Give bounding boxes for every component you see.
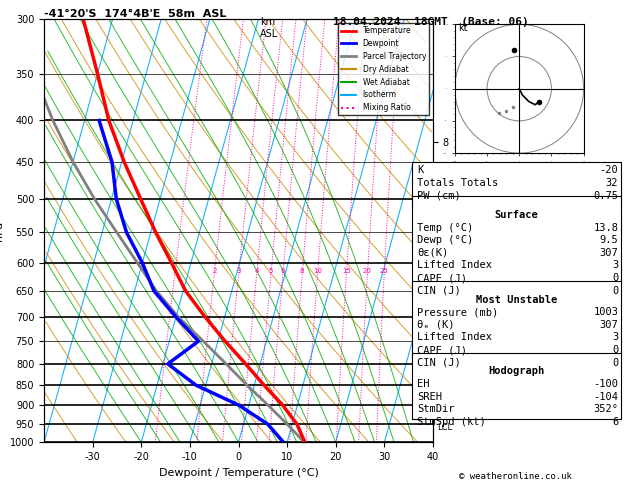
Text: θₑ (K): θₑ (K) — [417, 320, 455, 330]
Y-axis label: hPa: hPa — [0, 221, 4, 241]
Text: 3: 3 — [612, 260, 618, 271]
Text: 20: 20 — [363, 268, 372, 275]
Text: 307: 307 — [599, 320, 618, 330]
Text: Pressure (mb): Pressure (mb) — [417, 307, 498, 317]
Text: 0: 0 — [612, 286, 618, 296]
Text: 10: 10 — [313, 268, 322, 275]
Text: 13.8: 13.8 — [593, 223, 618, 233]
Text: 25: 25 — [380, 268, 389, 275]
Text: 1003: 1003 — [593, 307, 618, 317]
Text: StmDir: StmDir — [417, 404, 455, 415]
Text: K: K — [417, 165, 423, 175]
Text: CIN (J): CIN (J) — [417, 358, 461, 368]
Text: 2: 2 — [212, 268, 216, 275]
Text: km
ASL: km ASL — [260, 17, 279, 38]
Text: 9.5: 9.5 — [599, 235, 618, 245]
Text: Temp (°C): Temp (°C) — [417, 223, 473, 233]
Text: CAPE (J): CAPE (J) — [417, 273, 467, 283]
Text: Lifted Index: Lifted Index — [417, 332, 492, 343]
Text: 0: 0 — [612, 358, 618, 368]
Text: θε(K): θε(K) — [417, 248, 448, 258]
Text: CIN (J): CIN (J) — [417, 286, 461, 296]
Text: 6: 6 — [281, 268, 285, 275]
Text: 6: 6 — [612, 417, 618, 427]
X-axis label: Dewpoint / Temperature (°C): Dewpoint / Temperature (°C) — [159, 468, 318, 478]
Text: Totals Totals: Totals Totals — [417, 178, 498, 188]
Text: 0.75: 0.75 — [593, 191, 618, 201]
Text: 0: 0 — [612, 273, 618, 283]
Text: -100: -100 — [593, 379, 618, 389]
Text: EH: EH — [417, 379, 430, 389]
Text: 3: 3 — [237, 268, 241, 275]
Text: 18.04.2024  18GMT  (Base: 06): 18.04.2024 18GMT (Base: 06) — [333, 17, 529, 27]
Text: 1: 1 — [172, 268, 177, 275]
Text: Surface: Surface — [495, 210, 538, 220]
Text: 4: 4 — [255, 268, 259, 275]
Text: SREH: SREH — [417, 392, 442, 402]
Text: Most Unstable: Most Unstable — [476, 295, 557, 305]
Text: Hodograph: Hodograph — [489, 366, 545, 377]
Text: 3: 3 — [612, 332, 618, 343]
Legend: Temperature, Dewpoint, Parcel Trajectory, Dry Adiabat, Wet Adiabat, Isotherm, Mi: Temperature, Dewpoint, Parcel Trajectory… — [338, 23, 429, 115]
Text: 5: 5 — [269, 268, 273, 275]
Text: 352°: 352° — [593, 404, 618, 415]
Text: 8: 8 — [300, 268, 304, 275]
Text: StmSpd (kt): StmSpd (kt) — [417, 417, 486, 427]
Text: Lifted Index: Lifted Index — [417, 260, 492, 271]
Text: -20: -20 — [599, 165, 618, 175]
Text: -41°20'S  174°4B'E  58m  ASL: -41°20'S 174°4B'E 58m ASL — [44, 9, 226, 18]
Text: Dewp (°C): Dewp (°C) — [417, 235, 473, 245]
Text: 32: 32 — [606, 178, 618, 188]
Text: 0: 0 — [612, 345, 618, 355]
Text: LCL: LCL — [437, 423, 452, 433]
Text: © weatheronline.co.uk: © weatheronline.co.uk — [459, 472, 572, 481]
Text: 307: 307 — [599, 248, 618, 258]
Y-axis label: Mixing Ratio (g/kg): Mixing Ratio (g/kg) — [484, 185, 494, 277]
Text: 15: 15 — [342, 268, 351, 275]
Text: -104: -104 — [593, 392, 618, 402]
Text: CAPE (J): CAPE (J) — [417, 345, 467, 355]
Text: PW (cm): PW (cm) — [417, 191, 461, 201]
Text: kt: kt — [458, 23, 467, 33]
